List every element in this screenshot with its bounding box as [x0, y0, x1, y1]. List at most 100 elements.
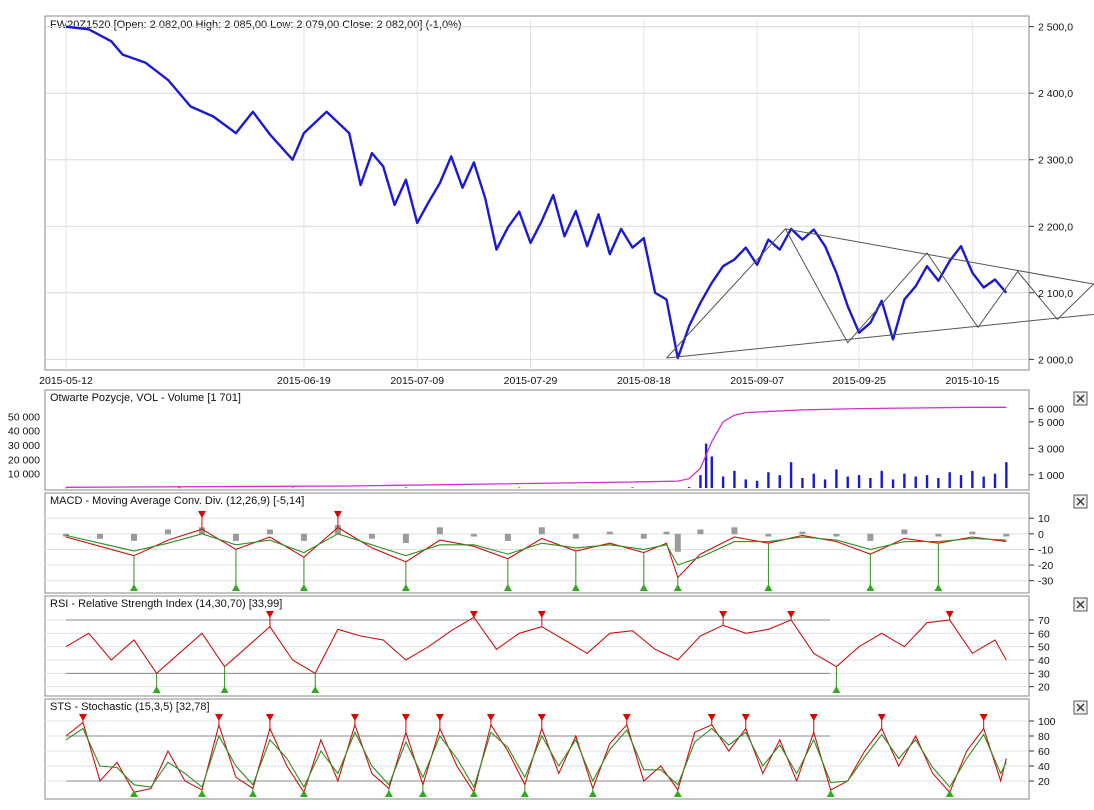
- stochastic-buy-marker: [945, 790, 954, 797]
- stochastic-sell-marker: [435, 714, 444, 721]
- rsi-close-button[interactable]: [1073, 597, 1088, 612]
- volume-bar: [767, 472, 770, 488]
- price-chart-title: FW20Z1520 [Open: 2 082,00 High: 2 085,00…: [50, 19, 462, 31]
- volume-bar: [971, 470, 974, 488]
- price-y-tick-label: 2 100,0: [1038, 288, 1073, 300]
- macd-y-tick-label: -20: [1038, 560, 1053, 572]
- volume-bar: [857, 475, 861, 488]
- stochastic-sell-marker: [486, 714, 495, 721]
- stochastic-buy-marker: [469, 790, 478, 797]
- volume-close-button[interactable]: [1073, 391, 1088, 406]
- volume-bar: [812, 473, 815, 488]
- macd-series-line: [65, 526, 1007, 579]
- volume-left-tick-label: 40 000: [8, 426, 40, 438]
- macd-histogram-bar: [63, 533, 69, 537]
- stochastic-buy-marker: [299, 790, 308, 797]
- volume-right-tick-label: 3 000: [1038, 443, 1064, 455]
- stochastic-series-line: [65, 727, 1007, 789]
- macd-histogram-bar: [867, 533, 874, 541]
- macd-histogram-bar: [640, 533, 647, 539]
- macd-buy-marker: [503, 584, 512, 591]
- macd-histogram-bar: [969, 531, 976, 535]
- stochastic-sell-marker: [537, 714, 546, 721]
- volume-bar: [778, 475, 781, 488]
- price-x-tick-label: 2015-06-19: [277, 375, 331, 387]
- volume-bar: [869, 477, 872, 488]
- volume-panel: [44, 389, 1030, 491]
- macd-y-tick-label: -30: [1038, 576, 1053, 588]
- volume-bar: [517, 487, 521, 489]
- price-x-tick-label: 2015-07-29: [504, 375, 558, 387]
- macd-histogram-bar: [198, 527, 205, 535]
- macd-histogram-bar: [538, 527, 545, 535]
- volume-bar: [937, 477, 940, 488]
- volume-bar: [903, 473, 906, 488]
- macd-histogram-bar: [674, 533, 681, 552]
- macd-histogram-bar: [606, 531, 613, 535]
- lower-trendline: [666, 313, 1094, 359]
- price-x-tick-label: 2015-10-15: [945, 375, 999, 387]
- macd-histogram-bar: [935, 533, 942, 537]
- stochastic-sell-marker: [979, 714, 988, 721]
- volume-bar: [846, 476, 849, 488]
- price-panel: [44, 15, 1030, 371]
- volume-bar: [801, 477, 804, 488]
- rsi-series: [65, 611, 1007, 693]
- macd-panel: [44, 492, 1030, 594]
- stochastic-sell-marker: [622, 714, 631, 721]
- macd-buy-marker: [231, 584, 240, 591]
- volume-bar: [733, 470, 736, 488]
- stochastic-sell-marker: [214, 714, 223, 721]
- stochastic-sell-marker: [809, 714, 818, 721]
- stochastic-close-button[interactable]: [1073, 700, 1088, 715]
- price-x-tick-label: 2015-05-12: [39, 375, 93, 387]
- macd-sell-marker: [197, 511, 206, 518]
- macd-buy-marker: [639, 584, 648, 591]
- macd-histogram-bar: [164, 529, 171, 535]
- rsi-sell-marker: [265, 611, 274, 618]
- volume-bar: [744, 479, 747, 488]
- rsi-buy-marker: [152, 686, 161, 693]
- macd-histogram-bar: [130, 533, 137, 541]
- volume-bar: [631, 487, 634, 488]
- macd-sell-marker: [333, 511, 342, 518]
- macd-histogram-bar: [663, 531, 670, 535]
- volume-left-tick-label: 30 000: [8, 440, 40, 452]
- macd-histogram-bar: [697, 529, 704, 535]
- macd-histogram-bar: [833, 533, 840, 537]
- volume-chart-title: Otwarte Pozycje, VOL - Volume [1 701]: [50, 392, 241, 404]
- stochastic-y-tick-label: 80: [1038, 731, 1050, 743]
- macd-series: [63, 511, 1010, 591]
- volume-bar: [823, 479, 827, 488]
- macd-histogram-bar: [402, 533, 409, 544]
- macd-histogram-bar: [1003, 533, 1010, 537]
- stochastic-buy-marker: [384, 790, 393, 797]
- volume-bar: [404, 487, 408, 488]
- macd-histogram-bar: [765, 533, 772, 537]
- macd-buy-marker: [866, 584, 875, 591]
- volume-bar: [178, 487, 181, 489]
- volume-bar: [993, 473, 997, 488]
- macd-histogram-bar: [799, 531, 806, 535]
- price-x-tick-label: 2015-09-25: [832, 375, 886, 387]
- volume-bar: [982, 476, 985, 488]
- volume-bar: [835, 469, 838, 488]
- stochastic-chart-title: STS - Stochastic (15,3,5) [32,78]: [50, 701, 210, 713]
- volume-bar: [710, 456, 713, 488]
- rsi-sell-marker: [537, 611, 546, 618]
- rsi-sell-marker: [787, 611, 796, 618]
- stochastic-sell-marker: [350, 714, 359, 721]
- macd-histogram-bar: [572, 533, 579, 539]
- macd-close-button[interactable]: [1073, 494, 1088, 509]
- price-y-tick-label: 2 500,0: [1038, 22, 1073, 34]
- volume-bar: [891, 479, 895, 488]
- volume-bar: [687, 487, 691, 488]
- stochastic-y-tick-label: 40: [1038, 761, 1050, 773]
- volume-left-tick-label: 20 000: [8, 454, 40, 466]
- macd-histogram-bar: [731, 527, 738, 535]
- macd-histogram-bar: [368, 533, 375, 539]
- stochastic-sell-marker: [877, 714, 886, 721]
- axis-ticks: 2 500,0 2 400,0 2 300,0 2 200,0 2 100,0 2 000…: [8, 22, 1073, 788]
- macd-histogram-bar: [96, 533, 103, 539]
